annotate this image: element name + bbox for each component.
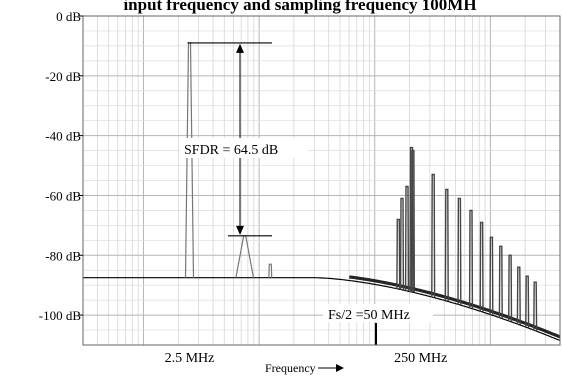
x-axis-arrow-head [336,364,344,372]
tone-peak [468,209,474,309]
tone-peak [508,254,513,322]
rolloff-noise-band [349,275,561,339]
tone-peak [409,146,414,293]
chart-title: input frequency and sampling frequency 1… [123,0,476,14]
y-tick-label: -100 dB [39,308,82,323]
nyquist-label-background [323,304,433,322]
tone-peak [498,245,503,319]
annotations: SFDR = 64.5 dB Fs/2 =50 MHz [180,42,433,345]
y-tick-label: -40 dB [45,129,81,144]
y-tick-label: -80 dB [45,248,81,263]
tone-peak [396,218,401,290]
grid [82,15,561,346]
noise-floor-rolloff-curve [83,275,561,342]
tone-peak [184,42,195,278]
tone-peak [235,235,255,278]
tone-peak [431,173,436,298]
axes: 0 dB -20 dB -40 dB -60 dB -80 dB -100 dB 2.5 M… [39,9,561,375]
y-tick-label: -60 dB [45,188,81,203]
y-tick-label: -20 dB [45,69,81,84]
tone-peak [399,197,405,290]
nyquist-label: Fs/2 =50 MHz [328,308,410,323]
y-tick-label: 0 dB [56,9,81,24]
sfdr-label: SFDR = 64.5 dB [184,143,278,158]
x-tick-label: 2.5 MHz [165,351,215,366]
tone-peak [457,197,462,305]
tone-peak [404,185,410,291]
tone-peak [516,266,521,325]
plot-frame [82,15,561,346]
tone-peak [479,221,484,312]
x-axis-label: Frequency [265,361,316,375]
tone-peak [444,188,449,302]
x-tick-label: 250 MHz [394,351,447,366]
tone-peak [533,281,538,331]
sfdr-arrow-head-up [236,43,244,53]
tone-peak [525,275,530,328]
tone-peak [489,236,494,315]
tone-peak [410,149,415,293]
tone-peak [268,263,273,278]
sfdr-arrow-head-down [236,225,244,235]
spectral-tones [184,42,538,331]
sfdr-label-background [180,138,308,158]
